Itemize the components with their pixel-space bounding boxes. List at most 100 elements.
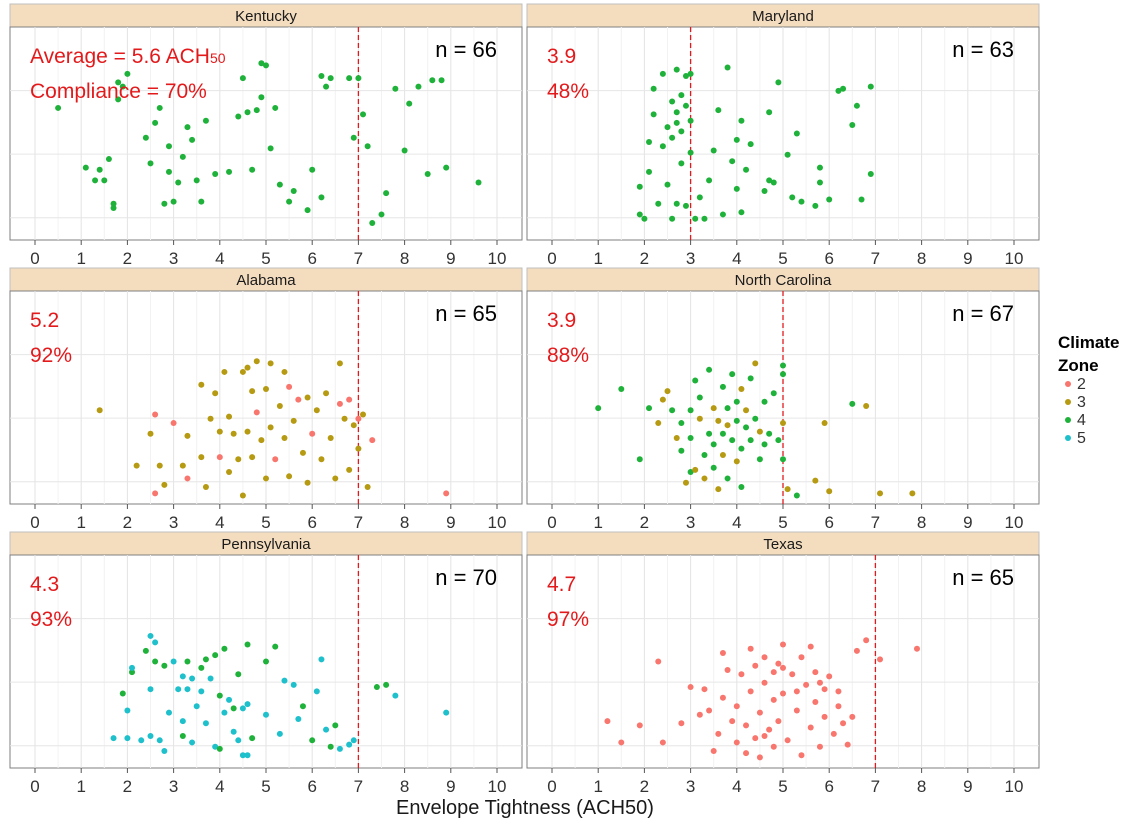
x-tick-label: 4 [732, 513, 741, 532]
data-point [161, 747, 168, 754]
data-point [673, 434, 680, 441]
data-point [175, 686, 182, 693]
data-point [682, 202, 689, 209]
compliance-annotation: 88% [547, 344, 589, 367]
data-point [835, 688, 842, 695]
data-point [401, 147, 408, 154]
data-point [747, 437, 754, 444]
annotation-text: 5.2 [30, 309, 59, 332]
data-point [761, 733, 768, 740]
data-point [235, 737, 242, 744]
data-point [221, 709, 228, 716]
data-point [124, 735, 131, 742]
data-point [202, 656, 209, 663]
data-point [346, 75, 353, 82]
panel-title: Alabama [236, 272, 296, 289]
legend-key-zone-4 [1065, 417, 1071, 423]
data-point [138, 737, 145, 744]
data-point [281, 368, 288, 375]
data-point [239, 75, 246, 82]
data-point [701, 215, 708, 222]
data-point [821, 713, 828, 720]
data-points [595, 360, 916, 499]
data-point [655, 658, 662, 665]
data-points [96, 358, 450, 499]
data-point [179, 153, 186, 160]
data-point [650, 111, 657, 118]
panel-title: North Carolina [735, 272, 832, 289]
x-tick-label: 1 [76, 513, 85, 532]
data-point [738, 483, 745, 490]
data-point [696, 194, 703, 201]
data-point [179, 673, 186, 680]
x-tick-label: 5 [778, 249, 787, 268]
x-tick-label: 4 [215, 249, 224, 268]
data-point [646, 168, 653, 175]
data-point [729, 437, 736, 444]
x-axis-label: Envelope Tightness (ACH50) [396, 797, 654, 819]
data-point [673, 109, 680, 116]
x-tick-label: 4 [215, 513, 224, 532]
sample-size-label: n = 67 [952, 301, 1014, 326]
data-point [664, 124, 671, 131]
data-point [784, 151, 791, 158]
data-point [101, 177, 108, 184]
data-point [789, 671, 796, 678]
data-point [110, 735, 117, 742]
data-point [687, 70, 694, 77]
data-point [350, 134, 357, 141]
x-tick-label: 1 [76, 777, 85, 796]
data-point [198, 688, 205, 695]
data-point [313, 688, 320, 695]
data-point [142, 134, 149, 141]
data-point [147, 160, 154, 167]
data-point [161, 662, 168, 669]
average-annotation: 5.2 [30, 309, 59, 332]
sample-size-label: n = 66 [435, 37, 497, 62]
data-point [216, 454, 223, 461]
data-point [775, 437, 782, 444]
data-point [424, 170, 431, 177]
data-point [276, 403, 283, 410]
data-point [165, 168, 172, 175]
x-tick-label: 8 [400, 249, 409, 268]
compliance-annotation: 48% [547, 80, 589, 103]
data-point [789, 194, 796, 201]
data-point [272, 104, 279, 111]
panel-maryland: Maryland 0 1 2 3 4 5 6 7 8 9 10 n = 63 3.9 48% [526, 3, 1040, 268]
legend-title-line-2: Zone [1058, 356, 1099, 375]
x-tick-label: 8 [917, 777, 926, 796]
data-point [840, 85, 847, 92]
data-point [826, 196, 833, 203]
data-point [673, 66, 680, 73]
data-point [812, 669, 819, 676]
x-tick-label: 4 [215, 777, 224, 796]
data-point [364, 143, 371, 150]
legend-key-zone-5 [1065, 435, 1071, 441]
data-point [119, 690, 126, 697]
data-point [646, 405, 653, 412]
data-point [733, 398, 740, 405]
data-point [249, 388, 256, 395]
data-point [152, 490, 159, 497]
data-point [729, 718, 736, 725]
data-point [692, 466, 699, 473]
data-point [443, 164, 450, 171]
data-point [780, 456, 786, 463]
legend-label-zone-2: 2 [1077, 376, 1086, 393]
data-point [682, 102, 689, 109]
data-point [706, 177, 713, 184]
data-point [364, 483, 371, 490]
annotation-text: 4.7 [547, 573, 576, 596]
annotation-text: Average = 5.6 ACH [30, 45, 210, 68]
data-point [844, 741, 851, 748]
data-point [249, 454, 256, 461]
data-point [263, 658, 269, 665]
data-point [756, 709, 763, 716]
data-point [170, 198, 177, 205]
data-point [858, 196, 865, 203]
x-tick-label: 6 [307, 777, 316, 796]
data-point [147, 733, 154, 740]
